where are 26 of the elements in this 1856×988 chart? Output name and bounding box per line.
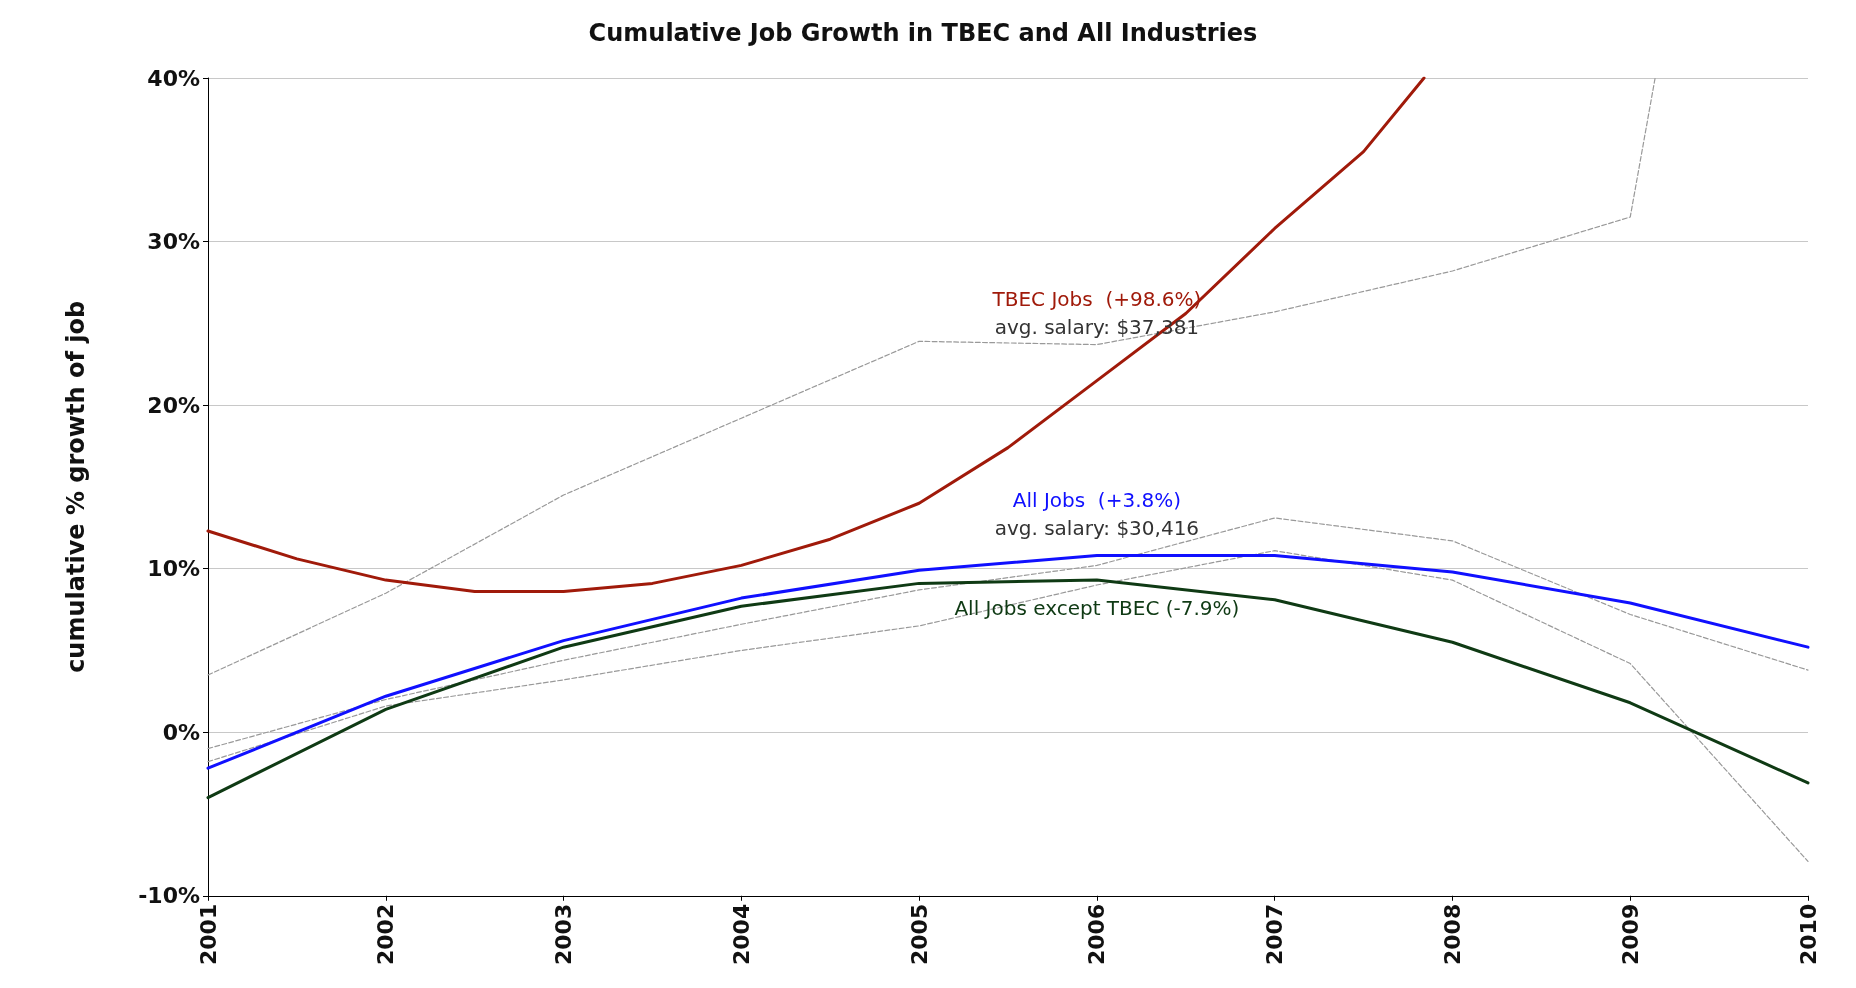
line-series [207, 550, 1809, 863]
x-tick-label: 2004 [728, 903, 754, 965]
x-tick-label: 2008 [1439, 903, 1465, 965]
y-tick-label: 0% [162, 719, 200, 745]
y-tick-label: 30% [147, 229, 200, 255]
x-tick-label: 2009 [1617, 903, 1643, 965]
line-series [206, 76, 1426, 594]
annotation: avg. salary: $30,416 [994, 515, 1200, 540]
line-series [207, 77, 1656, 676]
line-series [206, 578, 1810, 800]
x-tick-label: 2005 [906, 903, 932, 965]
text: All Jobs (+3.8%) [1012, 487, 1182, 512]
y-tick-label: 20% [147, 392, 200, 418]
y-tick-label: 10% [147, 556, 200, 582]
series-label: All Jobs except TBEC (-7.9%) [954, 596, 1240, 621]
x-tick-label: 2006 [1084, 903, 1110, 965]
x-tick-label: 2007 [1262, 903, 1288, 965]
series-label: TBEC Jobs (+98.6%) [991, 286, 1202, 311]
y-tick-label: 40% [147, 65, 200, 91]
x-tick-label: 2002 [373, 903, 399, 965]
x-tick-label: 2010 [1795, 903, 1821, 965]
chart-title: Cumulative Job Growth in TBEC and All Industries [588, 19, 1258, 47]
line-series [207, 517, 1809, 750]
y-axis-title: cumulative % growth of job [62, 300, 90, 673]
line-series [206, 554, 1810, 770]
x-tick-label: 2003 [551, 903, 577, 965]
